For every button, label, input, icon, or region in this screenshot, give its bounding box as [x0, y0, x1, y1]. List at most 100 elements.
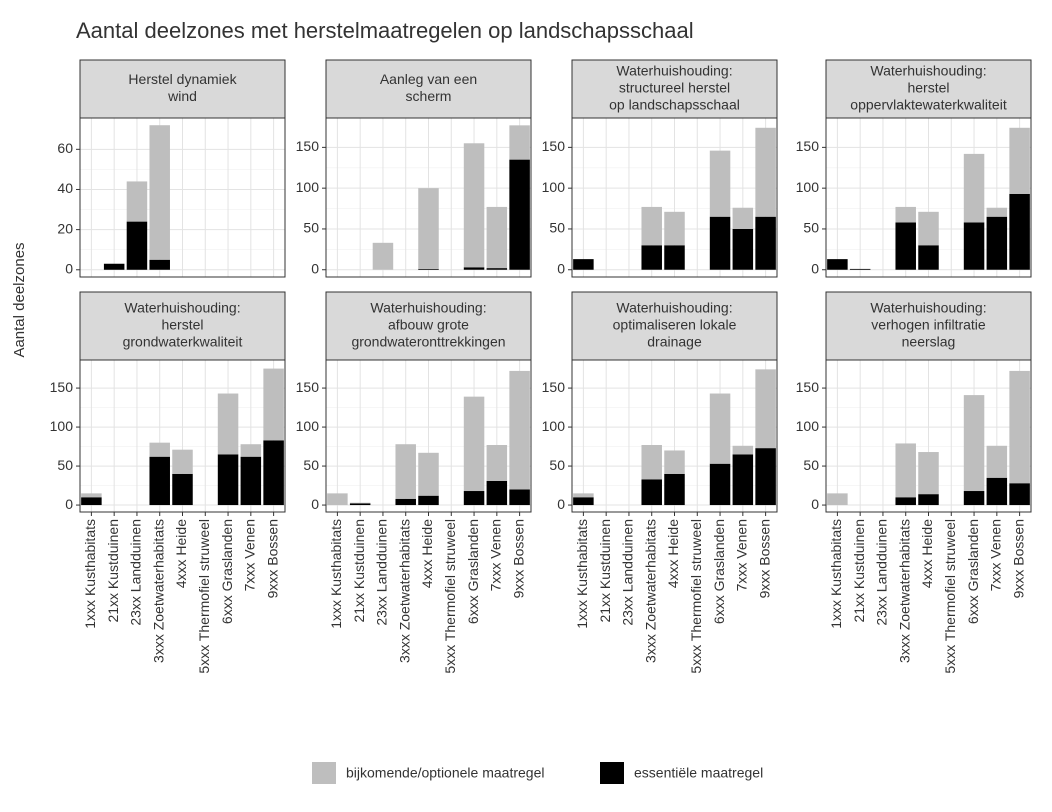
bar-segment: [103, 263, 125, 270]
y-tick-label: 50: [303, 220, 319, 236]
bar-segment: [349, 503, 371, 506]
y-tick-label: 100: [542, 418, 566, 434]
y-tick-label: 40: [57, 180, 73, 196]
x-tick-label: 5xxx Thermofiel struweel: [196, 519, 212, 674]
y-tick-label: 150: [542, 138, 566, 154]
bar-segment: [827, 493, 848, 506]
bar-segment: [755, 369, 776, 449]
x-tick-label: 21xx Kustduinen: [105, 519, 121, 623]
facet-title: drainage: [647, 334, 702, 350]
x-tick-label: 3xxx Zoetwaterhabitats: [150, 519, 166, 663]
x-tick-label: 3xxx Zoetwaterhabitats: [642, 519, 658, 663]
bar-segment: [418, 268, 439, 270]
x-tick-label: 1xxx Kusthabitats: [574, 519, 590, 629]
facet-title: optimaliseren lokale: [613, 317, 737, 333]
facet-title: op landschapsschaal: [609, 97, 740, 113]
bar-segment: [463, 491, 485, 506]
bar-segment: [149, 259, 170, 270]
bar-segment: [126, 181, 148, 222]
bar-segment: [1009, 370, 1030, 484]
bar-segment: [263, 440, 284, 506]
bar-segment: [709, 463, 731, 506]
bar-segment: [1009, 193, 1030, 270]
bar-segment: [486, 268, 508, 270]
facet-title: grondwateronttrekkingen: [351, 334, 505, 350]
x-tick-label: 23xx Landduinen: [874, 519, 890, 626]
legend-label: essentiële maatregel: [634, 765, 763, 781]
legend-swatch: [312, 762, 336, 784]
bar-segment: [963, 222, 985, 270]
facet-strip: [825, 59, 1032, 119]
bar-segment: [372, 242, 394, 270]
bar-segment: [732, 445, 754, 455]
x-tick-label: 5xxx Thermofiel struweel: [942, 519, 958, 674]
bar-segment: [349, 502, 371, 504]
y-tick-label: 100: [796, 418, 820, 434]
y-tick-label: 50: [57, 457, 73, 473]
y-tick-label: 20: [57, 220, 73, 236]
panel-border: [325, 117, 532, 278]
bar-segment: [963, 491, 985, 506]
bar-segment: [149, 442, 170, 457]
bar-segment: [755, 448, 776, 506]
bar-segment: [81, 493, 102, 498]
x-tick-label: 4xxx Heide: [919, 519, 935, 588]
bar-segment: [732, 207, 754, 229]
x-tick-label: 21xx Kustduinen: [351, 519, 367, 623]
bar-segment: [418, 452, 439, 496]
x-tick-label: 1xxx Kusthabitats: [82, 519, 98, 629]
x-tick-label: 21xx Kustduinen: [851, 519, 867, 623]
y-tick-label: 150: [296, 379, 320, 395]
bar-segment: [732, 454, 754, 506]
y-tick-label: 0: [811, 496, 819, 512]
bar-segment: [486, 480, 508, 506]
y-axis-label: Aantal deelzones: [11, 242, 28, 357]
bar-segment: [573, 493, 594, 498]
legend-label: bijkomende/optionele maatregel: [346, 765, 544, 781]
facet-title: wind: [167, 88, 197, 104]
bar-segment: [486, 206, 508, 269]
bar-segment: [895, 206, 916, 223]
facet-strip: [571, 291, 778, 361]
x-tick-label: 4xxx Heide: [419, 519, 435, 588]
bar-segment: [709, 216, 731, 270]
bar-segment: [895, 222, 916, 270]
facet-title: herstel: [161, 317, 203, 333]
x-tick-label: 7xxx Venen: [488, 519, 504, 591]
bar-segment: [641, 206, 662, 246]
y-tick-label: 150: [796, 379, 820, 395]
bar-segment: [327, 493, 348, 506]
bar-segment: [918, 245, 939, 270]
bar-segment: [709, 393, 731, 464]
x-tick-label: 9xxx Bossen: [510, 519, 526, 598]
bar-segment: [81, 497, 102, 506]
bar-segment: [641, 479, 662, 506]
x-tick-label: 9xxx Bossen: [264, 519, 280, 598]
y-tick-label: 50: [549, 220, 565, 236]
facet-title: herstel: [907, 80, 949, 96]
panel-border: [571, 117, 778, 278]
y-tick-label: 100: [542, 179, 566, 195]
bar-segment: [664, 450, 685, 474]
x-tick-label: 3xxx Zoetwaterhabitats: [896, 519, 912, 663]
bar-segment: [641, 445, 662, 480]
x-tick-label: 7xxx Venen: [242, 519, 258, 591]
y-tick-label: 0: [311, 496, 319, 512]
y-tick-label: 0: [557, 260, 565, 276]
facet-title: Waterhuishouding:: [870, 300, 986, 316]
bar-segment: [463, 143, 485, 268]
bar-segment: [509, 159, 530, 270]
y-tick-label: 0: [65, 260, 73, 276]
bar-segment: [573, 497, 594, 506]
bar-segment: [664, 473, 685, 506]
x-tick-label: 21xx Kustduinen: [597, 519, 613, 623]
y-tick-label: 100: [796, 179, 820, 195]
facet-title: Waterhuishouding:: [370, 300, 486, 316]
y-tick-label: 50: [803, 457, 819, 473]
x-tick-label: 1xxx Kusthabitats: [328, 519, 344, 629]
bar-segment: [217, 454, 239, 506]
bar-segment: [509, 489, 530, 506]
bar-segment: [1009, 483, 1030, 506]
facet-title: Waterhuishouding:: [616, 300, 732, 316]
